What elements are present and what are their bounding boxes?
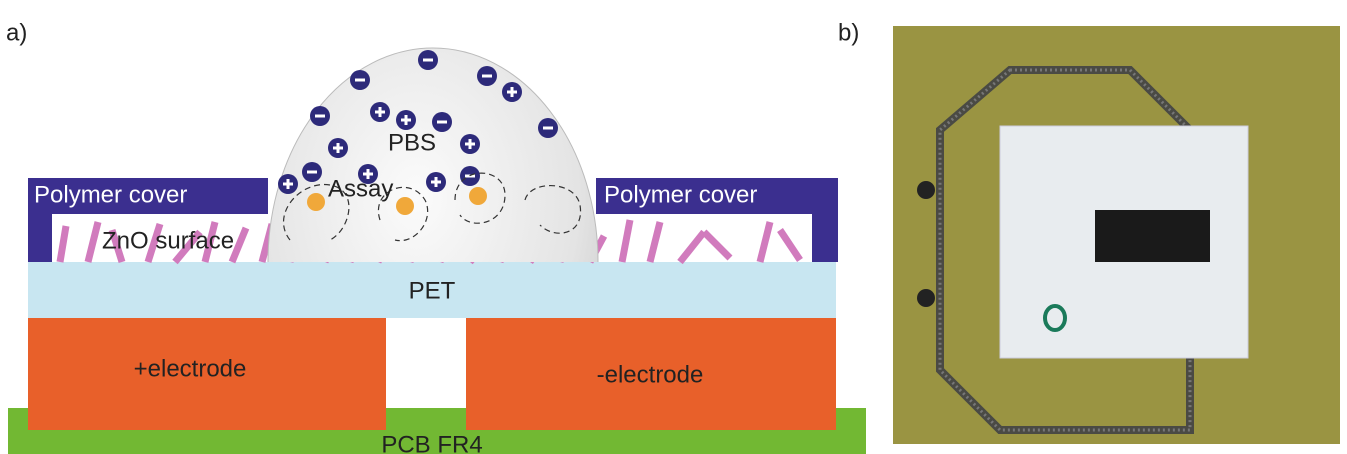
electrode-label: -electrode — [597, 361, 704, 388]
cover-label: Polymer cover — [604, 181, 757, 208]
ion — [396, 110, 416, 130]
zno-label: ZnO surface — [102, 227, 234, 254]
pet-layer — [28, 262, 836, 318]
rod — [677, 229, 707, 265]
panel-label: a) — [6, 19, 27, 46]
rod — [228, 226, 250, 264]
droplet — [267, 47, 599, 262]
polymer-cover — [596, 178, 838, 262]
panel-label: b) — [838, 19, 859, 46]
electrode — [466, 318, 836, 430]
rod — [56, 225, 70, 263]
antibody-outlines — [283, 172, 582, 242]
polymer-cover — [28, 178, 268, 262]
rod — [756, 221, 774, 263]
ion — [477, 66, 497, 86]
ion — [302, 162, 322, 182]
ion — [460, 134, 480, 154]
ion — [426, 172, 446, 192]
electrode — [28, 318, 386, 430]
rod — [201, 221, 219, 263]
ion — [358, 164, 378, 184]
pcb-label: PCB FR4 — [381, 431, 482, 454]
rod — [646, 221, 664, 263]
assay-particles — [307, 187, 487, 215]
rod — [618, 219, 634, 263]
ions — [278, 50, 558, 194]
ion — [310, 106, 330, 126]
droplet-label: PBS — [388, 129, 436, 156]
ion — [418, 50, 438, 70]
rod — [701, 229, 733, 261]
assay-label: Assay — [328, 175, 393, 202]
ion — [502, 82, 522, 102]
ion — [538, 118, 558, 138]
ion — [370, 102, 390, 122]
ion — [350, 70, 370, 90]
device-photo — [893, 26, 1340, 444]
ion — [432, 112, 452, 132]
electrode-label: +electrode — [134, 355, 247, 382]
pet-label: PET — [409, 277, 456, 304]
rod — [777, 228, 803, 262]
rod — [108, 228, 126, 264]
ion — [328, 138, 348, 158]
rod — [144, 222, 164, 264]
rod — [172, 229, 203, 265]
cover-label: Polymer cover — [34, 181, 187, 208]
rod — [84, 221, 102, 263]
ion — [278, 174, 298, 194]
